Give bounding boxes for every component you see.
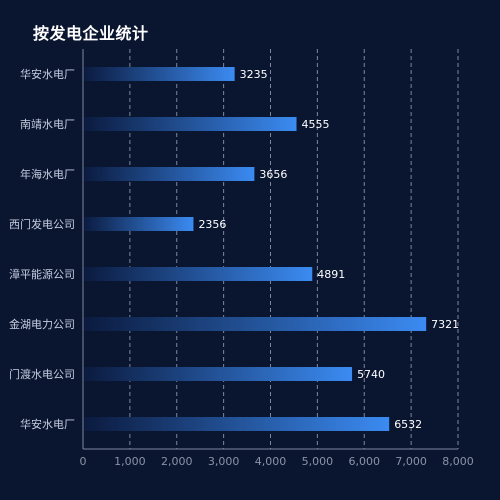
bar — [83, 67, 235, 81]
bar — [83, 367, 353, 381]
category-label: 年海水电厂 — [20, 167, 75, 181]
x-tick-label: 5,000 — [302, 455, 334, 468]
value-label: 4555 — [302, 118, 330, 131]
bar — [83, 417, 390, 431]
bars: 3235 4555 3656 2356 4891 7321 5740 6532 — [83, 67, 459, 431]
axes: 0 1,000 2,000 3,000 4,000 5,000 6,000 7,000 8,00… — [9, 49, 474, 468]
value-label: 3235 — [240, 68, 268, 81]
category-label: 华安水电厂 — [20, 67, 75, 81]
value-label: 4891 — [317, 268, 345, 281]
category-label: 华安水电厂 — [20, 417, 75, 431]
value-label: 3656 — [259, 168, 287, 181]
x-tick-label: 1,000 — [114, 455, 146, 468]
category-label: 西门发电公司 — [9, 217, 75, 231]
x-tick-label: 2,000 — [161, 455, 193, 468]
bar — [83, 217, 194, 231]
x-tick-label: 7,000 — [395, 455, 427, 468]
category-label: 门渡水电公司 — [9, 367, 75, 381]
x-tick-label: 3,000 — [208, 455, 240, 468]
x-tick-label: 8,000 — [442, 455, 474, 468]
chart-title: 按发电企业统计 — [33, 24, 149, 43]
value-label: 2356 — [198, 218, 226, 231]
category-label: 南靖水电厂 — [20, 118, 75, 131]
value-label: 7321 — [431, 318, 459, 331]
value-label: 6532 — [394, 418, 422, 431]
bar — [83, 167, 255, 181]
x-tick-label: 4,000 — [255, 455, 287, 468]
bar — [83, 267, 313, 281]
bar — [83, 117, 297, 131]
grid-lines — [129, 49, 459, 449]
category-label: 漳平能源公司 — [9, 267, 75, 281]
value-label: 5740 — [357, 368, 385, 381]
x-tick-label: 0 — [80, 455, 87, 468]
category-label: 金湖电力公司 — [9, 317, 75, 331]
bar — [83, 317, 427, 331]
x-tick-label: 6,000 — [349, 455, 381, 468]
